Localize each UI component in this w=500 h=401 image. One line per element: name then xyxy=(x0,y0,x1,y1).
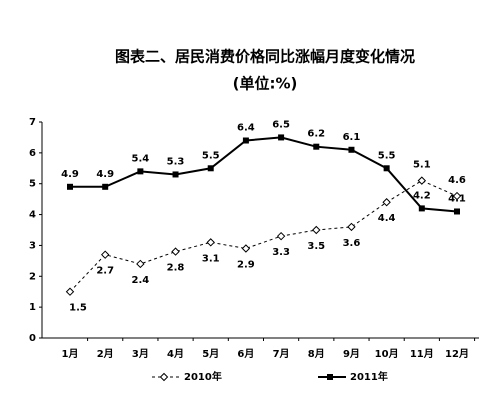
point xyxy=(242,137,249,144)
point xyxy=(383,165,390,172)
point xyxy=(313,143,320,150)
point xyxy=(207,165,214,172)
y-tick-label: 2 xyxy=(29,271,36,282)
x-tick-label: 1月 xyxy=(62,348,79,360)
x-tick-label: 5月 xyxy=(202,348,219,360)
point xyxy=(65,287,75,296)
data-label: 6.1 xyxy=(343,132,361,143)
point xyxy=(452,191,462,201)
data-label: 6.2 xyxy=(307,129,325,140)
point xyxy=(136,259,145,269)
point xyxy=(417,176,427,185)
data-label: 6.4 xyxy=(237,123,255,134)
point xyxy=(171,247,180,256)
point xyxy=(206,238,215,247)
data-label: 3.1 xyxy=(202,253,220,264)
series-line xyxy=(70,136,458,213)
legend-label: 2010年 xyxy=(184,370,222,383)
y-tick-label: 1 xyxy=(29,302,36,313)
point xyxy=(137,168,144,175)
x-tick-label: 9月 xyxy=(343,348,360,360)
data-label: 5.4 xyxy=(132,153,150,164)
x-tick-label: 10月 xyxy=(375,348,399,360)
point xyxy=(347,222,356,232)
x-tick-label: 11月 xyxy=(410,348,434,360)
point xyxy=(276,231,286,241)
data-label: 2.7 xyxy=(96,266,114,277)
data-label: 5.1 xyxy=(413,160,431,171)
x-tick-label: 7月 xyxy=(273,348,290,360)
data-label: 2.4 xyxy=(132,275,150,286)
y-tick-label: 7 xyxy=(29,117,36,128)
data-label: 5.5 xyxy=(202,150,220,161)
x-tick-label: 4月 xyxy=(167,348,184,360)
point xyxy=(241,244,251,253)
data-label: 1.5 xyxy=(69,303,87,314)
x-tick-label: 8月 xyxy=(308,348,325,360)
data-label: 6.5 xyxy=(272,119,290,130)
point xyxy=(327,374,333,380)
data-label: 3.3 xyxy=(272,247,290,258)
y-tick-label: 3 xyxy=(29,240,36,251)
x-tick-label: 3月 xyxy=(132,348,149,360)
point xyxy=(312,225,321,235)
data-label: 5.5 xyxy=(378,150,396,161)
data-label: 2.8 xyxy=(167,263,185,274)
series-line xyxy=(69,180,458,293)
y-tick-label: 4 xyxy=(29,210,36,221)
point xyxy=(454,208,460,215)
point xyxy=(102,183,109,190)
chart-subtitle: (单位:%) xyxy=(233,75,298,93)
point xyxy=(278,134,285,141)
y-tick-label: 0 xyxy=(29,333,36,344)
data-label: 4.4 xyxy=(378,213,396,224)
x-tick-label: 2月 xyxy=(97,348,114,360)
data-label: 3.5 xyxy=(307,241,325,252)
data-label: 4.1 xyxy=(448,193,466,204)
point xyxy=(67,183,73,190)
data-label: 4.2 xyxy=(413,190,431,201)
chart-title: 图表二、居民消费价格同比涨幅月度变化情况 xyxy=(115,48,415,66)
data-label: 4.6 xyxy=(448,175,466,186)
x-tick-label: 12月 xyxy=(445,348,469,360)
legend-label: 2011年 xyxy=(350,370,388,383)
y-tick-label: 5 xyxy=(29,179,36,190)
point xyxy=(382,198,391,207)
point xyxy=(172,171,179,178)
point xyxy=(348,146,355,153)
data-label: 4.9 xyxy=(61,169,79,180)
y-tick-label: 6 xyxy=(29,148,36,159)
data-label: 3.6 xyxy=(343,238,361,249)
point xyxy=(418,205,425,212)
data-label: 5.3 xyxy=(167,156,185,167)
data-label: 2.9 xyxy=(237,260,255,271)
point xyxy=(159,372,169,382)
x-tick-label: 6月 xyxy=(237,348,254,360)
point xyxy=(100,250,110,259)
data-label: 4.9 xyxy=(96,169,114,180)
